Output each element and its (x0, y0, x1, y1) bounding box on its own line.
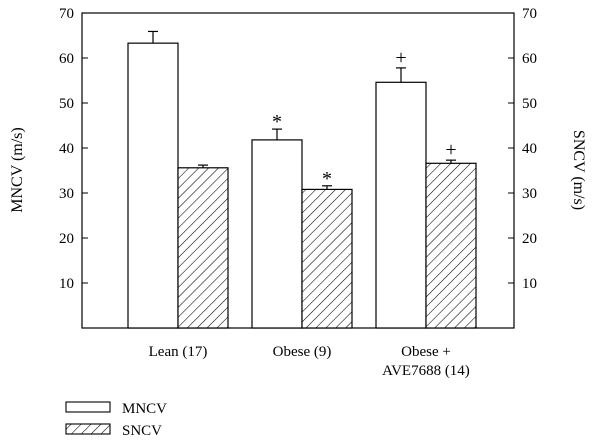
significance-mark: * (272, 111, 282, 133)
legend: MNCV SNCV (65, 401, 167, 439)
legend-label-mncv: MNCV (122, 401, 167, 417)
bar-mncv (251, 139, 303, 329)
category-label: Lean (17) (149, 344, 208, 360)
category-labels: Lean (17) Obese (9) Obese + AVE7688 (14) (149, 344, 470, 379)
right-tick-label: 70 (522, 6, 537, 22)
right-axis-ticks: 10 20 30 40 50 60 70 (508, 6, 537, 292)
right-tick-label: 30 (522, 186, 537, 202)
right-tick-label: 10 (522, 276, 537, 292)
left-tick-label: 50 (59, 96, 74, 112)
category-label: AVE7688 (14) (382, 363, 470, 379)
bar-mncv (127, 42, 179, 329)
significance-mark: + (445, 139, 456, 161)
category-label: Obese + (401, 344, 451, 360)
left-tick-label: 30 (59, 186, 74, 202)
legend-swatch-sncv (65, 423, 111, 435)
legend-swatch-mncv (65, 401, 111, 413)
y-axis-label-right: SNCV (m/s) (570, 130, 587, 210)
bar-sncv (425, 162, 477, 329)
bar-sncv (301, 188, 353, 329)
y-axis-label-left: MNCV (m/s) (9, 127, 26, 213)
left-tick-label: 40 (59, 141, 74, 157)
bar-mncv (375, 81, 427, 329)
right-tick-label: 20 (522, 231, 537, 247)
left-tick-label: 20 (59, 231, 74, 247)
left-tick-label: 10 (59, 276, 74, 292)
left-tick-label: 70 (59, 6, 74, 22)
left-tick-label: 60 (59, 51, 74, 67)
significance-mark: + (395, 47, 406, 69)
legend-label-sncv: SNCV (122, 423, 162, 439)
bar-sncv (177, 167, 229, 329)
category-label: Obese (9) (273, 344, 332, 360)
left-axis-ticks: 10 20 30 40 50 60 70 (59, 6, 88, 292)
right-tick-label: 50 (522, 96, 537, 112)
bars-layer: * + * + (127, 30, 477, 329)
right-tick-label: 60 (522, 51, 537, 67)
right-tick-label: 40 (522, 141, 537, 157)
significance-mark: * (322, 168, 332, 190)
